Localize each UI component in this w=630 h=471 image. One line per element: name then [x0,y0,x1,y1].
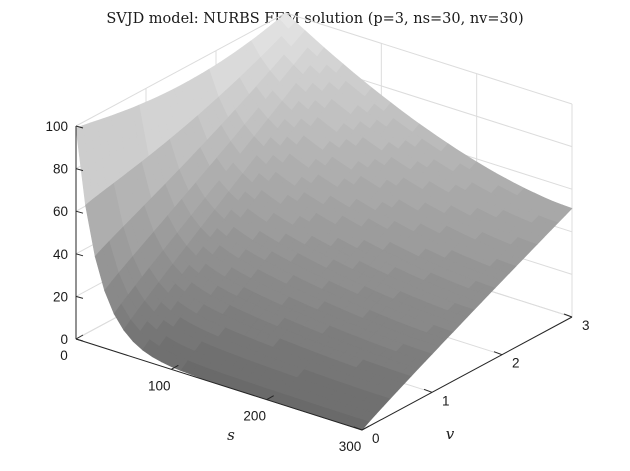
y-axis-label: v [446,425,455,443]
x-tick-mark [361,425,370,431]
y-tick-mark [493,351,503,356]
x-tick-mark [75,334,84,340]
surface-layer [75,12,573,431]
z-tick-mark [75,338,84,342]
x-tick-label: 100 [148,378,171,393]
z-tick-mark [75,168,84,172]
z-tick-label: 40 [53,247,68,262]
y-tick-mark [563,313,573,318]
y-tick-label: 0 [372,431,380,446]
y-tick-label: 3 [582,318,590,333]
z-tick-label: 60 [53,204,68,219]
z-tick-label: 20 [53,289,68,304]
x-tick-mark [171,364,179,370]
y-tick-label: 1 [442,393,450,408]
y-axis-line [361,316,573,431]
z-tick-mark [75,253,84,257]
z-tick-mark [75,295,84,299]
y-tick-label: 2 [512,356,520,371]
z-tick-label: 100 [45,119,68,134]
x-axis-label: s [227,426,235,444]
x-tick-label: 300 [339,439,362,454]
gridline-left-z [75,12,287,127]
z-tick-mark [75,125,84,129]
x-tick-label: 200 [243,409,266,424]
label-layer: s v 0 100 200 300 0 1 2 3 0 20 40 60 80 100 [45,119,589,454]
x-axis-line [75,338,363,431]
z-tick-mark [75,210,84,214]
x-tick-label: 0 [60,348,68,363]
z-tick-label: 80 [53,162,68,177]
y-tick-mark [353,426,363,431]
z-tick-label: 0 [60,332,68,347]
axis-layer [75,125,573,431]
x-tick-mark [266,395,274,401]
y-tick-mark [423,388,433,393]
chart-title: SVJD model: NURBS FEM solution (p=3, ns=… [106,11,523,27]
gridline-back-z [285,12,573,105]
